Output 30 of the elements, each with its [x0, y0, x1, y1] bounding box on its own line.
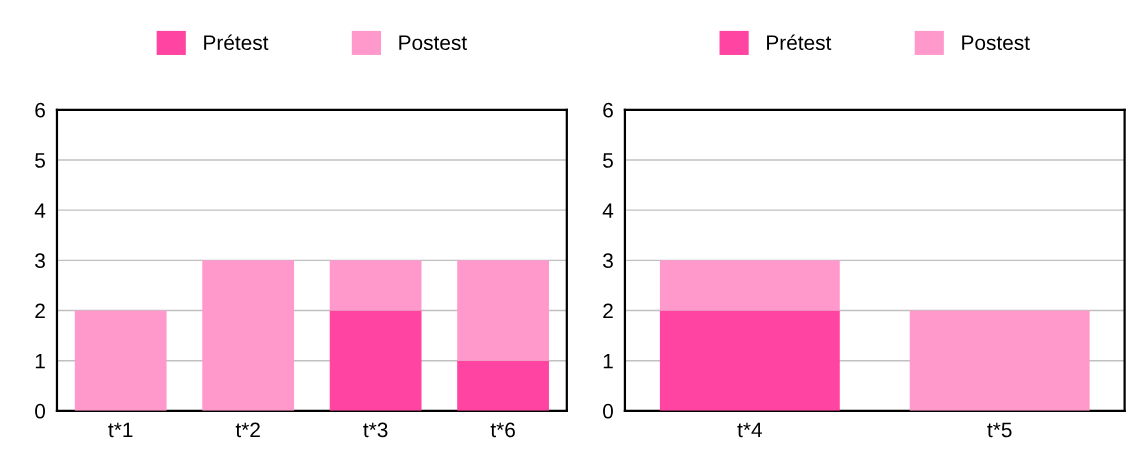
y-tick-label: 5 [35, 153, 45, 168]
bar [457, 360, 549, 411]
y-tick-label: 3 [603, 253, 613, 269]
y-tick-label: 6 [35, 102, 45, 118]
bar [457, 260, 549, 361]
y-tick-label: 2 [35, 303, 45, 319]
legend-label: Postest [962, 35, 1030, 51]
x-tick-label: t*4 [737, 422, 762, 438]
legend-label: Prétest [767, 34, 832, 51]
legend-label: Postest [399, 35, 467, 51]
y-tick-label: 1 [603, 353, 613, 369]
x-tick-label: t*1 [108, 422, 133, 438]
legend-label: Prétest [204, 34, 269, 51]
y-tick-label: 4 [602, 203, 614, 218]
y-tick-label: 2 [603, 303, 613, 319]
x-tick-label: t*2 [235, 422, 260, 438]
bar [329, 310, 422, 411]
y-tick-label: 6 [603, 102, 613, 118]
y-tick-label: 3 [35, 253, 45, 269]
x-tick-label: t*5 [987, 422, 1012, 438]
bar [74, 310, 167, 411]
x-tick-label: t*3 [363, 422, 388, 438]
y-tick-label: 0 [603, 403, 613, 419]
bar [329, 260, 422, 311]
x-tick-label: t*6 [490, 422, 515, 438]
y-tick-label: 0 [35, 403, 46, 419]
y-tick-label: 4 [34, 203, 46, 218]
y-tick-label: 5 [603, 153, 613, 168]
bar [202, 260, 295, 411]
y-tick-label: 1 [35, 353, 45, 369]
